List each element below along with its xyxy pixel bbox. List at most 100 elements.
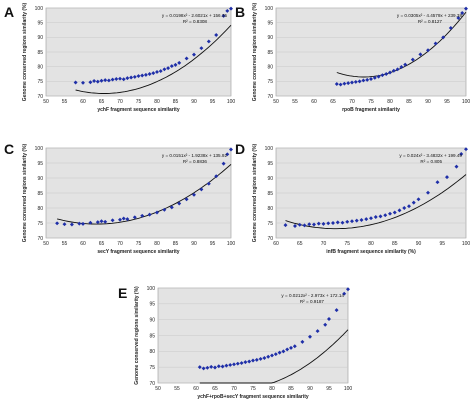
data-point-c [88, 220, 93, 225]
data-point-c [184, 197, 189, 202]
x-tick-label-d: 60 [273, 241, 279, 247]
data-point-a [125, 76, 130, 81]
y-tick-label-b: 75 [267, 79, 273, 85]
y-tick-label-b: 90 [267, 35, 273, 41]
x-tick-label-d: 95 [439, 241, 445, 247]
x-tick-label-a: 85 [173, 99, 179, 105]
data-point-e [243, 360, 248, 365]
r-squared-b: R² = 0.8127 [418, 19, 443, 24]
data-point-c [199, 187, 204, 192]
data-point-a [99, 78, 104, 83]
data-point-c [95, 220, 100, 225]
data-point-a [136, 74, 141, 79]
data-point-c [81, 221, 85, 226]
x-axis-label-d: infB fragment sequence similarity (%) [326, 249, 416, 255]
x-tick-label-b: 85 [406, 99, 412, 105]
data-point-b [460, 11, 465, 15]
data-point-e [251, 358, 255, 363]
x-axis-label-c: secY fragment sequence similarity [97, 249, 179, 255]
x-tick-label-d: 70 [321, 241, 327, 247]
x-axis-label-e: ychF+rpoB+secY fragment sequence similar… [197, 394, 309, 400]
y-tick-label-b: 80 [267, 64, 273, 70]
data-point-c [77, 221, 82, 226]
x-tick-label-a: 50 [43, 99, 49, 105]
data-point-a [73, 80, 78, 85]
trend-equation-d: y = 0.024x² - 3.4832x + 199.49 [399, 153, 462, 158]
x-tick-label-a: 60 [80, 99, 86, 105]
trend-equation-a: y = 0.0198x² - 2.6021x + 156.35 [162, 13, 228, 18]
data-point-c [140, 213, 145, 218]
y-tick-label-a: 85 [37, 50, 43, 56]
y-tick-label-d: 85 [267, 191, 273, 197]
x-tick-label-c: 50 [43, 241, 49, 247]
y-tick-label-e: 70 [149, 381, 155, 387]
y-tick-label-c: 95 [37, 161, 43, 167]
data-point-b [441, 35, 446, 40]
y-tick-label-c: 80 [37, 206, 43, 212]
x-tick-label-e: 85 [288, 386, 294, 392]
y-tick-label-d: 80 [267, 206, 273, 212]
data-point-e [270, 353, 274, 358]
data-point-c [69, 222, 74, 227]
x-tick-label-e: 75 [250, 386, 256, 392]
data-point-d [454, 164, 459, 169]
data-point-c [118, 217, 122, 222]
data-point-b [346, 81, 351, 86]
data-point-c [229, 147, 233, 152]
data-point-e [213, 365, 217, 370]
x-tick-label-b: 95 [444, 99, 450, 105]
data-point-a [95, 79, 100, 84]
data-point-b [350, 80, 354, 85]
data-point-c [225, 152, 230, 157]
trendline-e [199, 329, 349, 384]
y-tick-label-c: 90 [37, 176, 43, 182]
data-point-a [110, 77, 115, 82]
y-tick-label-a: 80 [37, 64, 43, 70]
data-point-b [384, 72, 389, 76]
x-tick-label-e: 95 [326, 386, 332, 392]
data-point-c [162, 207, 167, 212]
data-point-d [297, 222, 302, 227]
y-axis-label-b: Genome conserved regions similarity (%) [252, 2, 258, 101]
data-point-e [285, 347, 290, 352]
panel-letter-c: C [4, 141, 15, 157]
y-tick-label-e: 90 [149, 317, 155, 323]
data-point-e [228, 362, 233, 367]
data-point-b [334, 81, 339, 86]
data-point-c [192, 192, 196, 197]
y-tick-label-c: 70 [37, 236, 43, 242]
y-tick-label-a: 70 [37, 94, 43, 100]
panel-letter-d: D [235, 141, 246, 157]
data-point-d [345, 219, 350, 224]
data-point-e [281, 349, 286, 354]
y-tick-label-a: 90 [37, 35, 43, 41]
data-point-d [326, 221, 331, 226]
data-point-b [403, 62, 408, 67]
data-point-c [155, 210, 159, 215]
data-point-d [354, 218, 359, 223]
x-tick-label-a: 100 [227, 99, 236, 105]
x-tick-label-e: 60 [193, 386, 199, 392]
x-tick-label-b: 80 [387, 99, 393, 105]
trend-equation-e: y = 0.0212x² - 2.973x + 172.14 [281, 293, 344, 298]
trendline-d [285, 174, 467, 230]
trend-equation-b: y = 0.0305x² - 4.4579x + 239.38 [397, 13, 463, 18]
x-tick-label-a: 65 [99, 99, 105, 105]
data-point-b [399, 64, 404, 69]
data-point-a [114, 77, 119, 81]
data-point-a [143, 72, 148, 77]
data-point-e [315, 329, 320, 334]
y-tick-label-e: 100 [147, 286, 156, 292]
x-tick-label-c: 85 [173, 241, 179, 247]
data-point-c [221, 161, 226, 166]
trendline-c [56, 164, 232, 225]
y-tick-label-a: 75 [37, 79, 43, 85]
data-point-d [316, 221, 321, 226]
x-axis-label-a: ychF fragment sequence similarity [97, 107, 179, 113]
data-point-c [99, 219, 104, 224]
data-point-e [224, 363, 229, 368]
y-tick-label-b: 70 [267, 94, 273, 100]
y-axis-label-a: Genome conserved regions similarity (%) [22, 2, 28, 101]
x-tick-label-a: 95 [210, 99, 216, 105]
data-point-a [103, 78, 108, 83]
